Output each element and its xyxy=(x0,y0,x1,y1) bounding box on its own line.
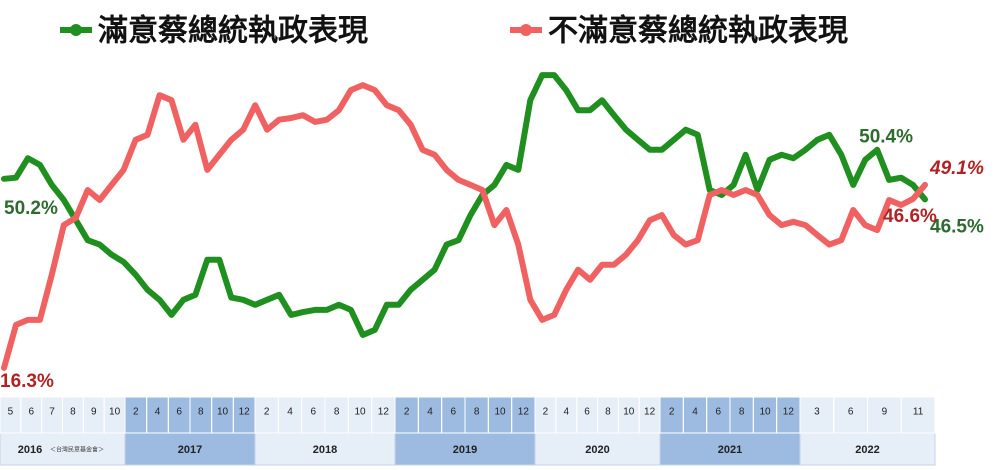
legend-dot xyxy=(70,24,82,36)
month-label: 6 xyxy=(584,407,590,418)
month-label: 12 xyxy=(239,407,251,418)
year-band xyxy=(799,432,936,466)
month-label: 8 xyxy=(605,407,611,418)
month-label: 10 xyxy=(109,407,121,418)
month-label: 2 xyxy=(543,407,549,418)
month-label: 10 xyxy=(623,407,635,418)
value-label: 16.3% xyxy=(0,371,54,392)
source-note: ＜台灣民意基金會＞ xyxy=(50,446,104,454)
year-label: 2020 xyxy=(585,444,609,456)
month-label: 10 xyxy=(494,407,506,418)
year-label: 2018 xyxy=(313,444,337,456)
month-label: 6 xyxy=(28,407,34,418)
value-label: 50.4% xyxy=(859,127,913,148)
month-label: 8 xyxy=(70,407,76,418)
value-label: 46.5% xyxy=(930,216,984,237)
month-label: 12 xyxy=(644,407,656,418)
month-label: 2 xyxy=(264,407,270,418)
series-line xyxy=(1,82,928,371)
legend-label: 滿意蔡總統執政表現 xyxy=(98,14,368,49)
year-label: 2017 xyxy=(178,444,202,456)
year-label: 2016 xyxy=(18,444,42,456)
value-label: 46.6% xyxy=(883,206,937,227)
month-label: 3 xyxy=(814,407,820,418)
month-label: 8 xyxy=(474,407,480,418)
year-label: 2019 xyxy=(453,444,477,456)
value-label: 50.2% xyxy=(4,198,58,219)
month-label: 8 xyxy=(334,407,340,418)
month-label: 10 xyxy=(217,407,229,418)
year-label: 2022 xyxy=(855,444,879,456)
series-line xyxy=(1,72,928,338)
month-label: 9 xyxy=(882,407,888,418)
month-label: 4 xyxy=(563,407,569,418)
month-label: 4 xyxy=(427,407,433,418)
month-label: 4 xyxy=(692,407,698,418)
legend-label: 不滿意蔡總統執政表現 xyxy=(548,14,848,49)
month-label: 6 xyxy=(848,407,854,418)
month-label: 7 xyxy=(49,407,55,418)
month-cell xyxy=(900,396,936,434)
year-band xyxy=(534,432,661,466)
month-label: 10 xyxy=(759,407,771,418)
month-label: 12 xyxy=(518,407,530,418)
year-band xyxy=(0,432,126,466)
month-label: 6 xyxy=(451,407,457,418)
month-label: 9 xyxy=(91,407,97,418)
month-label: 6 xyxy=(311,407,317,418)
month-label: 4 xyxy=(155,407,161,418)
month-label: 12 xyxy=(378,407,390,418)
month-label: 10 xyxy=(354,407,366,418)
month-label: 4 xyxy=(287,407,293,418)
year-band xyxy=(394,432,536,466)
year-band xyxy=(254,432,396,466)
month-label: 8 xyxy=(198,407,204,418)
month-label: 8 xyxy=(739,407,745,418)
year-band xyxy=(659,432,801,466)
month-label: 12 xyxy=(783,407,795,418)
month-label: 6 xyxy=(176,407,182,418)
month-label: 6 xyxy=(716,407,722,418)
month-label: 5 xyxy=(8,407,14,418)
legend-dot xyxy=(520,24,532,36)
month-label: 11 xyxy=(913,407,924,418)
month-label: 2 xyxy=(133,407,139,418)
month-label: 2 xyxy=(669,407,675,418)
value-label: 49.1% xyxy=(929,158,984,179)
year-band xyxy=(124,432,256,466)
month-label: 2 xyxy=(404,407,410,418)
year-label: 2021 xyxy=(718,444,742,456)
